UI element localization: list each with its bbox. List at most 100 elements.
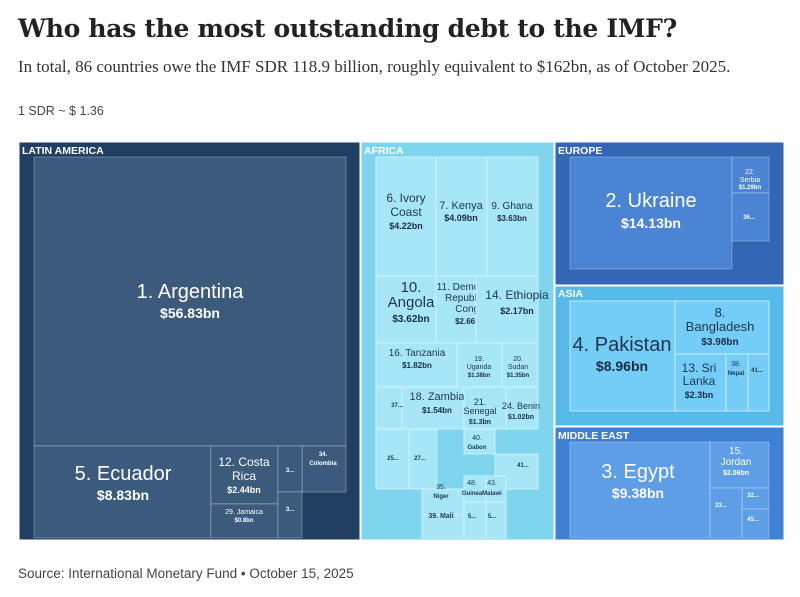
tile-rect-20-sudan bbox=[501, 342, 539, 388]
name-label-39-mali-0: 39. Mali bbox=[428, 513, 453, 520]
name-label-6-ivory-coast-0: 6. Ivory bbox=[386, 191, 425, 205]
name-label-19-uganda-0: 19. bbox=[474, 356, 484, 363]
name-label-32-0: 32... bbox=[747, 493, 759, 499]
tile-3: 3... bbox=[277, 445, 303, 493]
tile-rect-9-ghana bbox=[486, 156, 539, 277]
tile-23: 23... bbox=[709, 487, 743, 539]
name-label-40-gabon-1: Gabon bbox=[468, 445, 487, 451]
name-label-41-0: 41... bbox=[517, 463, 529, 469]
name-label-10-angola-0: 10. bbox=[401, 279, 422, 296]
name-label-5-0: 5... bbox=[488, 514, 497, 520]
name-label-25-0: 25... bbox=[387, 456, 399, 462]
value-label-10-angola: $3.62bn bbox=[392, 314, 429, 325]
name-label-40-gabon-0: 40. bbox=[472, 435, 482, 442]
tile-rect-34-colombia bbox=[301, 445, 347, 493]
tile-rect-1-argentina bbox=[33, 156, 347, 447]
tile-rect-4-pakistan bbox=[569, 300, 676, 412]
tile-10-angola: 10.Angola $3.62bn bbox=[375, 275, 437, 344]
tile-rect-27 bbox=[408, 428, 438, 490]
value-label-12-costa-rica: $2.44bn bbox=[227, 485, 261, 495]
name-label-43-malawi-1: Malawi bbox=[482, 491, 502, 497]
tile-25: 25... bbox=[375, 428, 410, 490]
tile-35-niger: 35. Niger bbox=[421, 484, 465, 516]
value-label-6-ivory-coast: $4.22bn bbox=[389, 221, 423, 231]
region-label-middle-east: MIDDLE EAST bbox=[558, 430, 630, 442]
tile-16-tanzania: 16. Tanzania $1.82bn bbox=[375, 342, 458, 388]
tile-rect-5 bbox=[485, 501, 507, 539]
value-label-19-uganda: $1.38bn bbox=[468, 373, 491, 379]
tile-rect-13-sri-lanka bbox=[674, 353, 727, 412]
tile-5-ecuador: 5. Ecuador $8.83bn bbox=[33, 445, 212, 539]
value-label-24-benin: $1.02bn bbox=[508, 414, 534, 421]
source-note: Source: International Monetary Fund • Oc… bbox=[18, 566, 354, 581]
name-label-2-ukraine-0: 2. Ukraine bbox=[605, 190, 696, 212]
tile-19-uganda: 19.Uganda $1.38bn bbox=[456, 342, 503, 388]
tile-24-benin: 24. Benin $1.02bn bbox=[502, 386, 540, 430]
region-label-africa: AFRICA bbox=[364, 145, 404, 157]
region-asia: ASIA 4. Pakistan $8.96bn 8.Bangladesh $3.98b… bbox=[554, 285, 785, 427]
name-label-20-sudan-1: Sudan bbox=[508, 364, 528, 371]
tile-rect-7-kenya bbox=[435, 156, 488, 277]
name-label-48-guinea-0: 48. bbox=[467, 480, 477, 487]
name-label-15-jordan-0: 15. bbox=[729, 446, 743, 457]
tile-rect-8-bangladesh bbox=[674, 300, 770, 355]
tile-48-guinea: 48. Guinea bbox=[462, 475, 487, 503]
sdr-note: 1 SDR ~ $ 1.36 bbox=[18, 104, 104, 118]
name-label-11-democratic-republic-of-congo-1: Republic of bbox=[445, 293, 495, 304]
name-label-36-0: 36... bbox=[743, 215, 755, 221]
value-label-11-democratic-republic-of-congo: $2.66bn bbox=[455, 317, 485, 326]
tile-43-malawi: 43. Malawi bbox=[482, 475, 507, 503]
value-label-1-argentina: $56.83bn bbox=[160, 305, 220, 321]
tile-rect-14-ethiopia bbox=[475, 275, 539, 344]
tile-2-ukraine: 2. Ukraine $14.13bn bbox=[569, 156, 733, 270]
value-label-14-ethiopia: $2.17bn bbox=[500, 306, 534, 316]
name-label-12-costa-rica-1: Rica bbox=[232, 469, 256, 483]
name-label-3-0: 3... bbox=[286, 468, 295, 474]
tile-29-jamaica: 29. Jamaica $0.8bn bbox=[210, 503, 279, 539]
name-label-22-serbia-0: 22. bbox=[745, 169, 755, 176]
tile-rect-41 bbox=[747, 353, 770, 412]
value-label-7-kenya: $4.09bn bbox=[444, 213, 478, 223]
value-label-22-serbia: $1.29bn bbox=[739, 185, 762, 191]
name-label-14-ethiopia-0: 14. Ethiopia bbox=[485, 288, 549, 302]
name-label-21-senegal-0: 21. bbox=[474, 397, 487, 407]
tile-7-kenya: 7. Kenya$4.09bn bbox=[435, 156, 488, 277]
name-label-38-nepal-0: 38. bbox=[731, 361, 741, 368]
name-label-3-egypt-0: 3. Egypt bbox=[601, 461, 675, 483]
tile-5: 5... bbox=[463, 501, 487, 539]
tile-rect-36 bbox=[731, 192, 770, 242]
name-label-43-malawi-0: 43. bbox=[487, 480, 497, 487]
tile-rect-24-benin bbox=[505, 386, 539, 430]
tile-18-zambia: 18. Zambia $1.54bn bbox=[401, 386, 465, 430]
name-label-6-ivory-coast-1: Coast bbox=[390, 205, 422, 219]
tile-9-ghana: 9. Ghana $3.63bn bbox=[486, 156, 539, 277]
region-europe: EUROPE 2. Ukraine $14.13bn 22.Serbia$1.29bn… bbox=[554, 141, 785, 286]
name-label-19-uganda-1: Uganda bbox=[467, 364, 492, 371]
tile-rect-2-ukraine bbox=[569, 156, 733, 270]
tile-8-bangladesh: 8.Bangladesh $3.98bn bbox=[674, 300, 770, 355]
name-label-34-colombia-0: 34. bbox=[319, 452, 328, 458]
tile-15-jordan: 15.Jordan $2.06bn bbox=[709, 441, 770, 489]
name-label-13-sri-lanka-1: Lanka bbox=[683, 374, 716, 388]
region-middle-east: MIDDLE EAST 3. Egypt $9.38bn 15.Jordan $2.06… bbox=[554, 426, 785, 541]
name-label-16-tanzania-0: 16. Tanzania bbox=[389, 348, 446, 359]
name-label-45-0: 45... bbox=[747, 517, 759, 523]
name-label-41-0: 41... bbox=[751, 368, 763, 374]
name-label-38-nepal-1: Nepal bbox=[728, 371, 745, 377]
tile-1-argentina: 1. Argentina $56.83bn bbox=[33, 156, 347, 447]
tile-27: 27... bbox=[408, 428, 438, 490]
region-label-europe: EUROPE bbox=[558, 145, 602, 157]
name-label-5-0: 5... bbox=[468, 514, 477, 520]
tile-41: 41... bbox=[747, 353, 770, 412]
name-label-22-serbia-1: Serbia bbox=[740, 177, 760, 184]
name-label-29-jamaica-0: 29. Jamaica bbox=[225, 509, 263, 516]
tile-21-senegal: 21.Senegal $1.3bn bbox=[463, 386, 507, 430]
name-label-11-democratic-republic-of-congo-0: 11. Democratic bbox=[437, 282, 504, 293]
tile-34-colombia: 34. Colombia bbox=[301, 445, 347, 493]
name-label-1-argentina-0: 1. Argentina bbox=[137, 281, 245, 303]
tile-rect-3 bbox=[277, 491, 303, 539]
region-latin-america: LATIN AMERICA 1. Argentina $56.83bn 5. Ecua… bbox=[18, 141, 361, 541]
